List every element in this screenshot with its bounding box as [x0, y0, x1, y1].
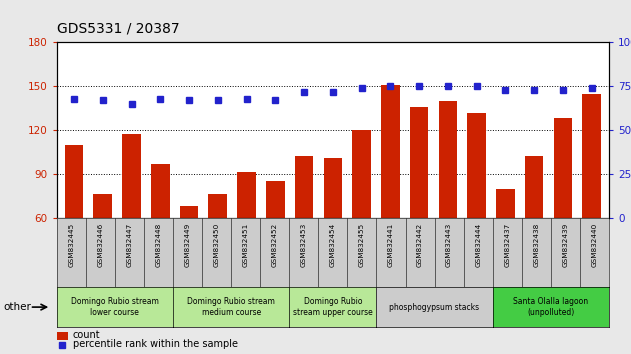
- Text: GSM832444: GSM832444: [475, 223, 481, 268]
- Bar: [180, 206, 198, 305]
- Bar: [324, 158, 342, 305]
- Bar: [582, 93, 601, 305]
- Text: GSM832442: GSM832442: [417, 223, 423, 268]
- Bar: [439, 101, 457, 305]
- Text: GSM832450: GSM832450: [214, 223, 220, 268]
- Text: Domingo Rubio
stream upper course: Domingo Rubio stream upper course: [293, 297, 373, 317]
- Text: count: count: [73, 330, 100, 341]
- Text: Domingo Rubio stream
lower course: Domingo Rubio stream lower course: [71, 297, 159, 317]
- Text: GSM832452: GSM832452: [272, 223, 278, 268]
- Bar: [410, 107, 428, 305]
- Text: GSM832440: GSM832440: [591, 223, 598, 268]
- Text: GSM832449: GSM832449: [184, 223, 191, 268]
- Bar: [468, 113, 486, 305]
- Text: GSM832453: GSM832453: [301, 223, 307, 268]
- Text: GSM832447: GSM832447: [126, 223, 133, 268]
- Text: GSM832451: GSM832451: [243, 223, 249, 268]
- Bar: [553, 118, 572, 305]
- Bar: [525, 156, 543, 305]
- Text: GSM832441: GSM832441: [388, 223, 394, 268]
- Text: GSM832445: GSM832445: [68, 223, 74, 268]
- Text: GSM832443: GSM832443: [446, 223, 452, 268]
- Text: GSM832438: GSM832438: [533, 223, 540, 268]
- Bar: [93, 194, 112, 305]
- Text: Domingo Rubio stream
medium course: Domingo Rubio stream medium course: [187, 297, 275, 317]
- Bar: [237, 172, 256, 305]
- Bar: [496, 188, 515, 305]
- Bar: [122, 135, 141, 305]
- Text: GSM832439: GSM832439: [562, 223, 569, 268]
- Text: other: other: [3, 302, 31, 312]
- Bar: [295, 156, 314, 305]
- Bar: [65, 145, 83, 305]
- Bar: [381, 85, 399, 305]
- Text: phosphogypsum stacks: phosphogypsum stacks: [389, 303, 480, 312]
- Bar: [208, 194, 227, 305]
- Text: percentile rank within the sample: percentile rank within the sample: [73, 339, 237, 349]
- Text: GSM832437: GSM832437: [504, 223, 510, 268]
- Bar: [151, 164, 170, 305]
- Text: GSM832455: GSM832455: [359, 223, 365, 268]
- Text: GSM832454: GSM832454: [330, 223, 336, 268]
- Text: GSM832446: GSM832446: [97, 223, 103, 268]
- Bar: [352, 130, 371, 305]
- Text: GSM832448: GSM832448: [155, 223, 162, 268]
- Bar: [266, 181, 285, 305]
- Text: GDS5331 / 20387: GDS5331 / 20387: [57, 21, 179, 35]
- Text: Santa Olalla lagoon
(unpolluted): Santa Olalla lagoon (unpolluted): [513, 297, 588, 317]
